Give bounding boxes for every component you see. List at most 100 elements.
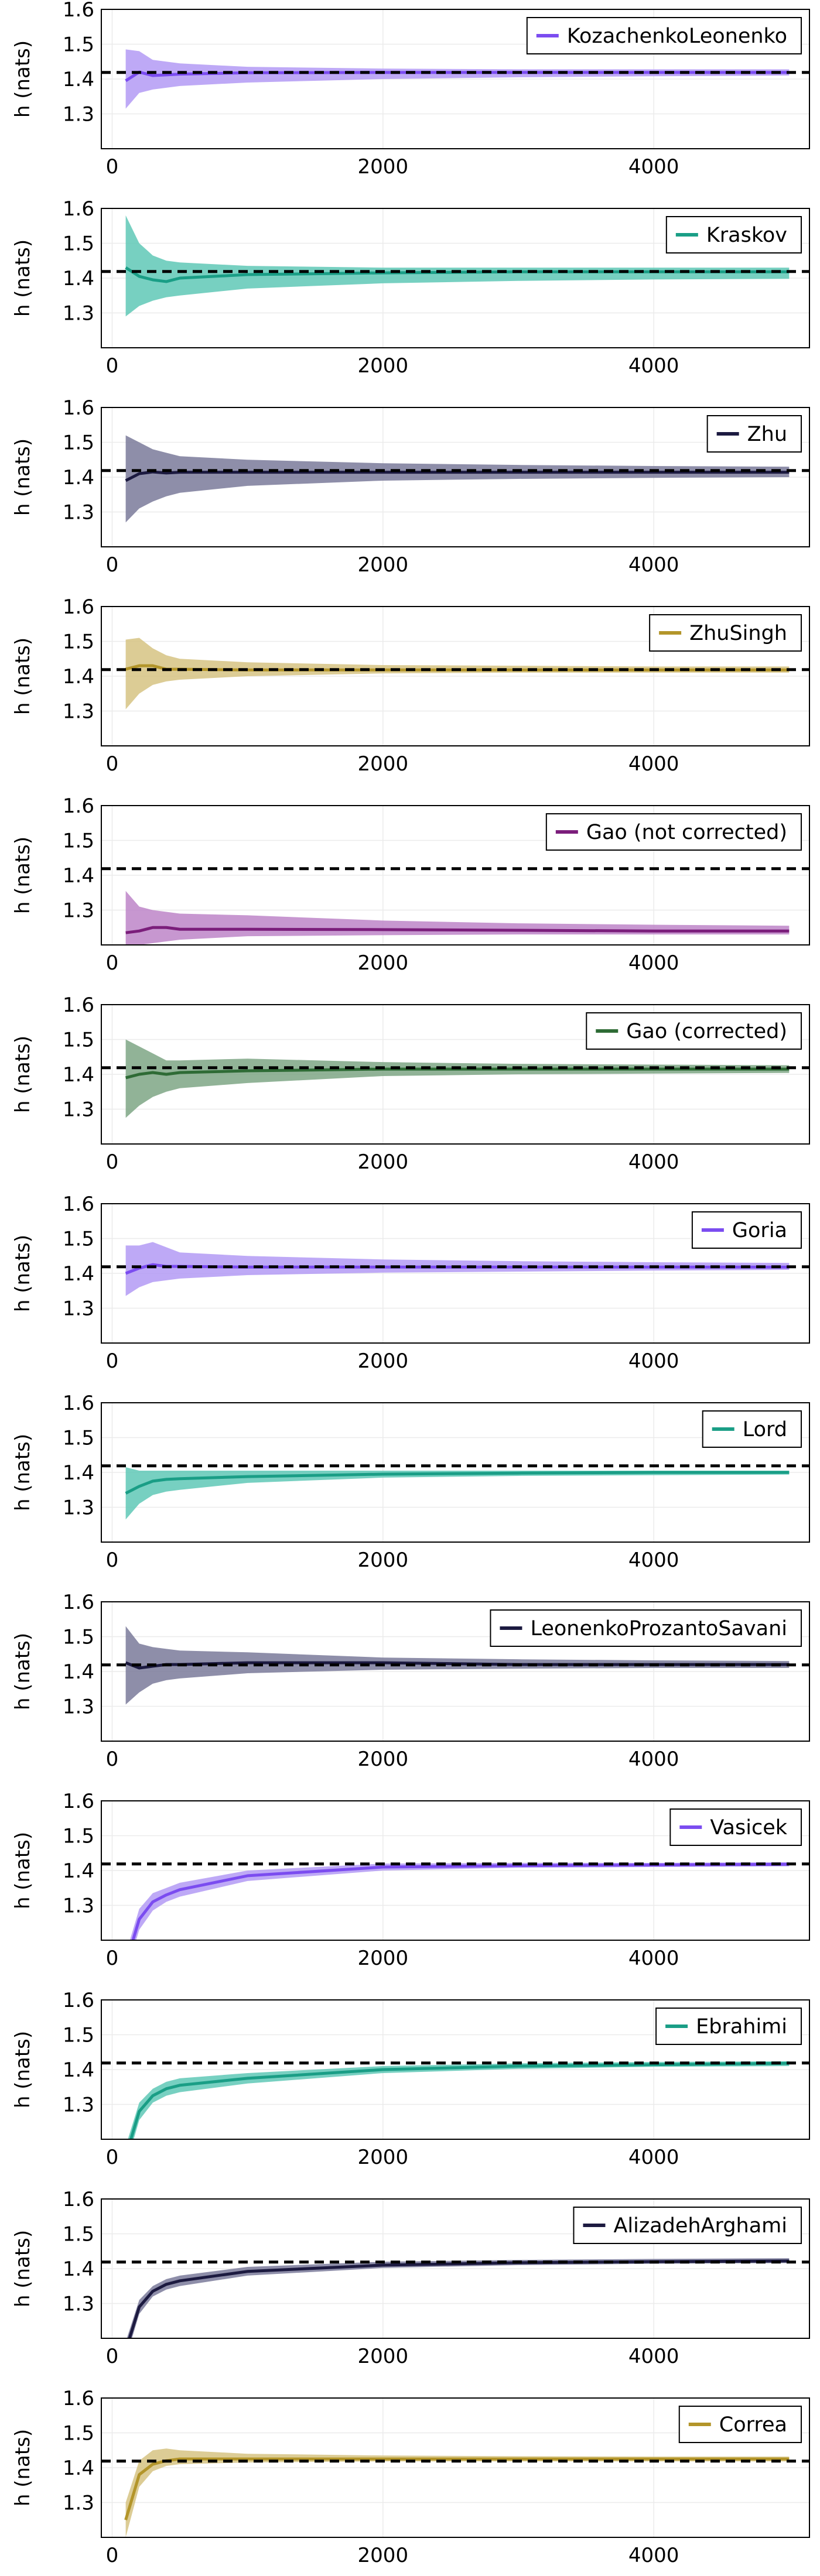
x-tick-label: 0 — [106, 155, 119, 179]
y-axis-label: h (nats) — [11, 638, 35, 715]
x-tick-label: 2000 — [358, 2146, 409, 2169]
estimate-line — [125, 470, 790, 482]
legend-label: LeonenkoProzantoSavani — [530, 1617, 787, 1640]
y-tick-label: 1.3 — [63, 2094, 94, 2117]
plot-frame — [101, 1203, 810, 1344]
estimate-line — [124, 2457, 790, 2520]
legend-label: Kraskov — [706, 224, 787, 247]
legend: LeonenkoProzantoSavani — [490, 1609, 802, 1647]
legend: ZhuSingh — [649, 614, 802, 652]
panel-8: 1.3 1.4 1.5 1.6 0 2000 4000 h (nats) Lord — [11, 1392, 810, 1572]
panel-6: 1.3 1.4 1.5 1.6 0 2000 4000 h (nats) Gao (correc… — [11, 994, 810, 1174]
y-axis-label: h (nats) — [11, 2429, 35, 2506]
panel-4: 1.3 1.4 1.5 1.6 0 2000 4000 h (nats) ZhuSingh — [11, 595, 810, 776]
legend: AlizadehArghami — [573, 2207, 802, 2244]
legend-label: AlizadehArghami — [613, 2214, 787, 2238]
series — [124, 2448, 790, 2537]
y-axis-label: h (nats) — [11, 1832, 35, 1909]
estimate-line — [125, 1471, 790, 1495]
y-tick-label: 1.5 — [63, 1825, 94, 1848]
y-tick-label: 1.6 — [63, 396, 94, 420]
y-tick-label: 1.6 — [63, 994, 94, 1017]
y-axis-label: h (nats) — [11, 2230, 35, 2307]
x-tick-label: 4000 — [628, 1150, 679, 1174]
panel-3: 1.3 1.4 1.5 1.6 0 2000 4000 h (nats) Zhu — [11, 396, 810, 577]
y-tick-label: 1.3 — [63, 700, 94, 724]
estimate-line — [125, 266, 790, 283]
x-tick-label: 2000 — [358, 2345, 409, 2368]
confidence-band — [125, 890, 790, 945]
legend-label: Correa — [719, 2413, 787, 2437]
confidence-band — [125, 1467, 790, 1520]
x-tick-label: 0 — [106, 1947, 119, 1970]
y-tick-label: 1.6 — [63, 0, 94, 22]
legend: Goria — [691, 1211, 802, 1249]
series — [125, 890, 790, 945]
y-tick-label: 1.3 — [63, 103, 94, 126]
y-tick-label: 1.3 — [63, 1496, 94, 1520]
x-tick-label: 0 — [106, 2345, 119, 2368]
series — [127, 2258, 790, 2338]
y-tick-label: 1.4 — [63, 1859, 94, 1883]
x-tick-label: 0 — [106, 553, 119, 577]
x-tick-label: 2000 — [358, 951, 409, 975]
x-tick-label: 2000 — [358, 2544, 409, 2567]
legend-box — [586, 1012, 802, 1050]
plot-frame — [101, 407, 810, 547]
x-tick-label: 0 — [106, 2146, 119, 2169]
y-tick-label: 1.3 — [63, 1098, 94, 1122]
legend: Correa — [678, 2406, 802, 2443]
y-tick-label: 1.4 — [63, 665, 94, 688]
y-axis-label: h (nats) — [11, 439, 35, 516]
x-tick-label: 4000 — [628, 1947, 679, 1970]
y-tick-label: 1.3 — [63, 1695, 94, 1719]
plot-frame — [101, 1800, 810, 1941]
panel-7: 1.3 1.4 1.5 1.6 0 2000 4000 h (nats) Goria — [11, 1193, 810, 1373]
y-tick-label: 1.6 — [63, 595, 94, 619]
y-tick-label: 1.5 — [63, 431, 94, 455]
x-tick-label: 4000 — [628, 951, 679, 975]
panel-13: 1.3 1.4 1.5 1.6 0 2000 4000 h (nats) Correa — [11, 2387, 810, 2567]
panel-10: 1.3 1.4 1.5 1.6 0 2000 4000 h (nats) Vasicek — [11, 1790, 810, 1970]
panel-9: 1.3 1.4 1.5 1.6 0 2000 4000 h (nats) LeonenkoPro… — [11, 1591, 810, 1771]
y-tick-label: 1.3 — [63, 501, 94, 525]
y-tick-label: 1.4 — [63, 267, 94, 290]
x-tick-label: 2000 — [358, 155, 409, 179]
y-tick-label: 1.6 — [63, 1591, 94, 1614]
y-tick-label: 1.5 — [63, 1029, 94, 1052]
y-tick-label: 1.4 — [63, 1461, 94, 1485]
y-tick-label: 1.5 — [63, 2223, 94, 2246]
y-tick-label: 1.3 — [63, 1297, 94, 1321]
y-tick-label: 1.6 — [63, 2387, 94, 2410]
legend-box — [526, 17, 802, 54]
legend-label: KozachenkoLeonenko — [567, 25, 787, 48]
y-tick-label: 1.6 — [63, 1790, 94, 1813]
y-tick-label: 1.6 — [63, 2188, 94, 2211]
x-tick-label: 0 — [106, 752, 119, 776]
y-tick-label: 1.5 — [63, 1427, 94, 1450]
y-tick-label: 1.6 — [63, 197, 94, 221]
panel-1: 1.3 1.4 1.5 1.6 0 2000 4000 h (nats) KozachenkoL… — [11, 0, 810, 179]
plot-frame — [101, 1999, 810, 2140]
y-tick-label: 1.3 — [63, 899, 94, 923]
x-tick-label: 2000 — [358, 1349, 409, 1373]
y-tick-label: 1.4 — [63, 466, 94, 489]
y-axis-label: h (nats) — [11, 40, 35, 118]
plot-frame — [101, 1601, 810, 1742]
plot-frame — [101, 1402, 810, 1543]
y-axis-label: h (nats) — [11, 1235, 35, 1312]
legend: Zhu — [706, 415, 802, 453]
y-tick-label: 1.5 — [63, 631, 94, 654]
confidence-band — [125, 435, 790, 523]
series — [125, 1467, 790, 1520]
legend-label: Vasicek — [710, 1816, 787, 1839]
y-tick-label: 1.4 — [63, 2457, 94, 2480]
x-tick-label: 4000 — [628, 354, 679, 378]
legend-label: ZhuSingh — [689, 622, 787, 645]
legend-label: Zhu — [747, 423, 787, 446]
y-tick-label: 1.4 — [63, 68, 94, 91]
confidence-band — [125, 638, 790, 710]
y-axis-label: h (nats) — [11, 1434, 35, 1511]
plot-frame — [101, 208, 810, 348]
